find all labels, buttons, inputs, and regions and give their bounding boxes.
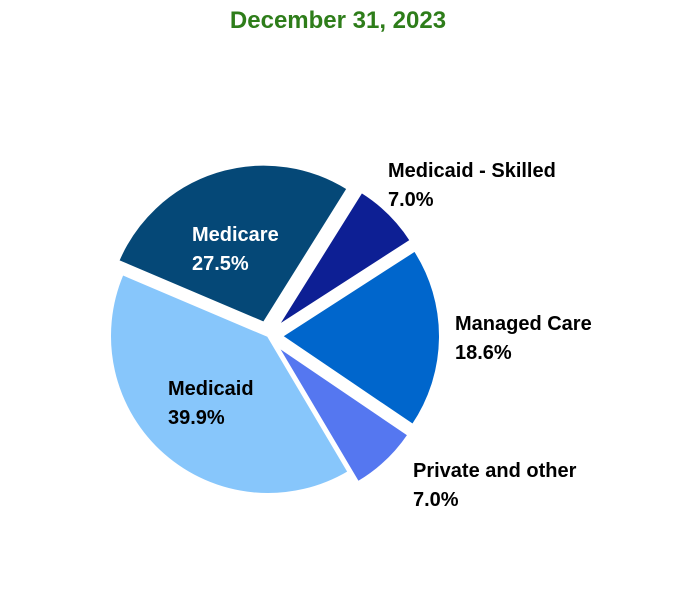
slice-label-name: Managed Care <box>455 313 592 335</box>
slice-label-name: Medicare <box>192 224 279 246</box>
pie-slice-medicaid <box>109 272 350 495</box>
slice-label-medicaid-skilled: Medicaid - Skilled 7.0% <box>388 160 556 211</box>
slice-label-value: 27.5% <box>192 253 249 275</box>
slice-label-value: 7.0% <box>413 489 459 511</box>
slice-label-name: Medicaid - Skilled <box>388 160 556 182</box>
pie-slices <box>109 163 441 495</box>
slice-label-value: 18.6% <box>455 342 512 364</box>
pie-slice-medicaid-skilled <box>276 190 413 327</box>
slice-label-name: Private and other <box>413 460 577 482</box>
slice-label-medicaid: Medicaid 39.9% <box>168 378 254 429</box>
slice-label-name: Medicaid <box>168 378 254 400</box>
pie-slice-managed-care <box>280 249 441 427</box>
slice-label-value: 39.9% <box>168 407 225 429</box>
slice-label-value: 7.0% <box>388 189 434 211</box>
slice-labels: Medicaid - Skilled 7.0% Managed Care 18.6% P… <box>168 160 592 511</box>
slice-label-private-and-other: Private and other 7.0% <box>413 460 577 511</box>
slice-label-medicare: Medicare 27.5% <box>192 224 279 275</box>
pie-slice-medicare <box>117 163 349 324</box>
pie-slice-private-and-other <box>276 345 410 484</box>
slice-label-managed-care: Managed Care 18.6% <box>455 313 592 364</box>
chart-title: December 31, 2023 <box>230 7 446 34</box>
